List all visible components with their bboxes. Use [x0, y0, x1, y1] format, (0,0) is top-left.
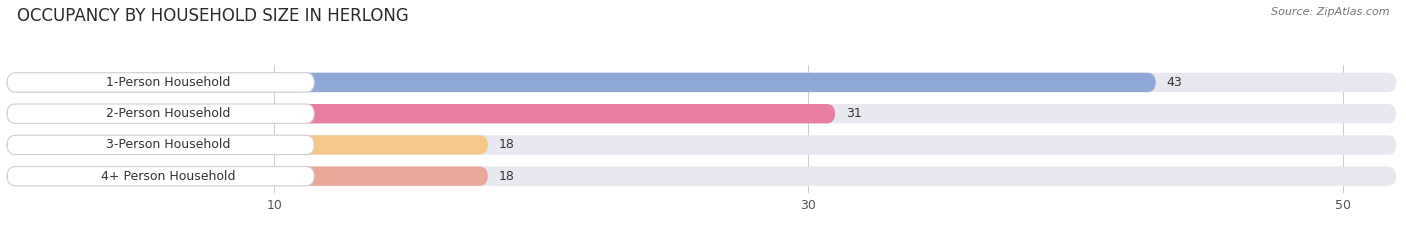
FancyBboxPatch shape	[7, 167, 1396, 186]
Text: 18: 18	[499, 138, 515, 151]
Text: 2-Person Household: 2-Person Household	[107, 107, 231, 120]
FancyBboxPatch shape	[7, 73, 315, 92]
Text: 18: 18	[499, 170, 515, 183]
FancyBboxPatch shape	[7, 135, 488, 155]
Text: 4+ Person Household: 4+ Person Household	[101, 170, 236, 183]
FancyBboxPatch shape	[7, 73, 1396, 92]
FancyBboxPatch shape	[7, 135, 315, 155]
FancyBboxPatch shape	[7, 104, 315, 123]
FancyBboxPatch shape	[7, 104, 1396, 123]
FancyBboxPatch shape	[7, 167, 315, 186]
Text: 43: 43	[1167, 76, 1182, 89]
FancyBboxPatch shape	[7, 135, 1396, 155]
Text: OCCUPANCY BY HOUSEHOLD SIZE IN HERLONG: OCCUPANCY BY HOUSEHOLD SIZE IN HERLONG	[17, 7, 409, 25]
Text: Source: ZipAtlas.com: Source: ZipAtlas.com	[1271, 7, 1389, 17]
FancyBboxPatch shape	[7, 73, 1156, 92]
FancyBboxPatch shape	[7, 167, 488, 186]
Text: 31: 31	[846, 107, 862, 120]
Text: 3-Person Household: 3-Person Household	[107, 138, 231, 151]
Text: 1-Person Household: 1-Person Household	[107, 76, 231, 89]
FancyBboxPatch shape	[7, 104, 835, 123]
